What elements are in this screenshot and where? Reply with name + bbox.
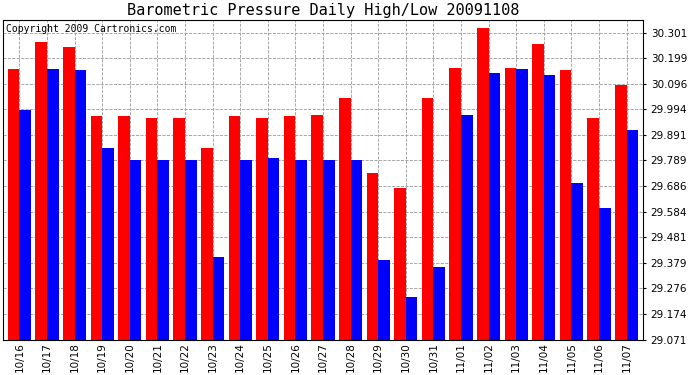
Bar (394, 188, 406, 375)
Bar (311, 115, 323, 375)
Bar (449, 68, 461, 375)
Bar (560, 70, 571, 375)
Bar (351, 160, 362, 375)
Bar (284, 116, 295, 375)
Bar (146, 118, 157, 375)
Bar (19, 110, 31, 375)
Bar (366, 172, 378, 375)
Bar (323, 160, 335, 375)
Bar (90, 116, 102, 375)
Bar (461, 115, 473, 375)
Bar (228, 116, 240, 375)
Bar (615, 85, 627, 375)
Bar (433, 267, 445, 375)
Bar (477, 28, 489, 375)
Bar (75, 70, 86, 375)
Bar (102, 148, 114, 375)
Text: Copyright 2009 Cartronics.com: Copyright 2009 Cartronics.com (6, 24, 177, 33)
Bar (532, 44, 544, 375)
Bar (406, 297, 417, 375)
Bar (35, 42, 47, 375)
Bar (489, 73, 500, 375)
Bar (571, 183, 583, 375)
Bar (268, 158, 279, 375)
Bar (118, 116, 130, 375)
Bar (627, 130, 638, 375)
Bar (504, 68, 516, 375)
Bar (173, 118, 185, 375)
Bar (130, 160, 141, 375)
Bar (240, 160, 252, 375)
Bar (8, 69, 19, 375)
Bar (201, 148, 213, 375)
Bar (185, 160, 197, 375)
Bar (213, 258, 224, 375)
Bar (63, 46, 75, 375)
Bar (516, 69, 528, 375)
Bar (47, 69, 59, 375)
Title: Barometric Pressure Daily High/Low 20091108: Barometric Pressure Daily High/Low 20091… (127, 3, 519, 18)
Bar (157, 160, 169, 375)
Bar (378, 260, 390, 375)
Bar (295, 160, 307, 375)
Bar (544, 75, 555, 375)
Bar (587, 118, 599, 375)
Bar (422, 98, 433, 375)
Bar (599, 207, 611, 375)
Bar (339, 98, 351, 375)
Bar (256, 118, 268, 375)
